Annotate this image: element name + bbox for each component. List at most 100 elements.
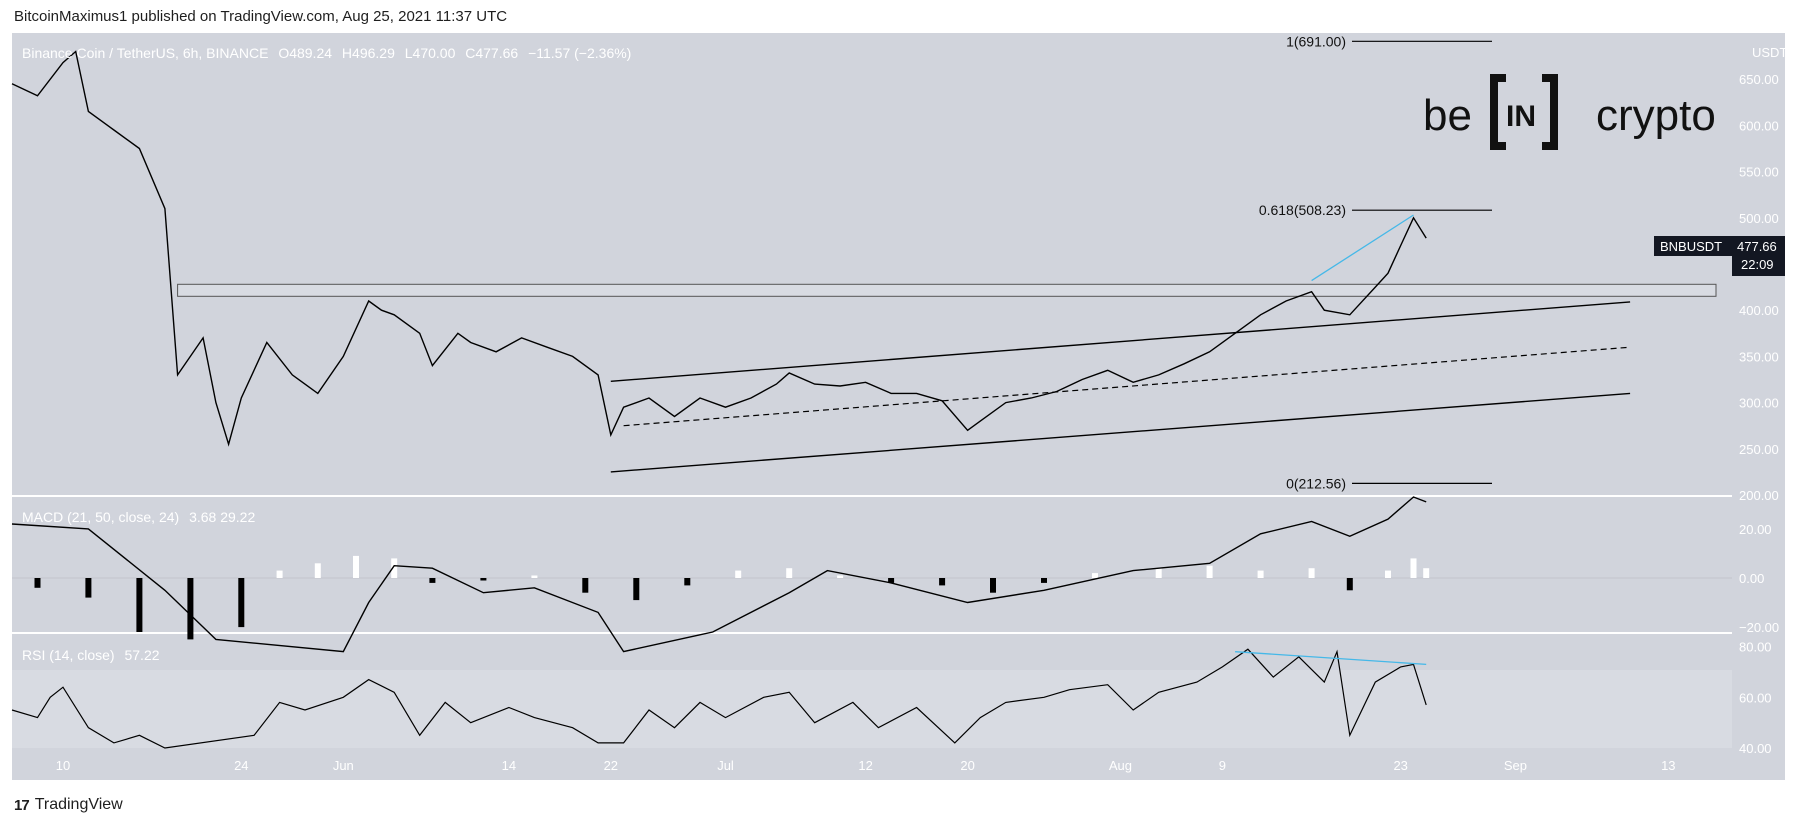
macd-histogram-bar	[939, 578, 946, 586]
fib-level-label: 0(212.56)	[1286, 475, 1346, 491]
macd-histogram-bar	[353, 555, 359, 578]
macd-histogram-bar	[837, 575, 844, 578]
price-tick-label: 650.00	[1739, 72, 1779, 87]
time-tick-label: Aug	[1109, 758, 1132, 773]
macd-histogram-bar	[34, 578, 41, 588]
macd-histogram-bar	[1346, 578, 1353, 591]
price-tick-label: 300.00	[1739, 396, 1779, 411]
macd-histogram-bar	[187, 578, 194, 640]
high-value: H496.29	[342, 45, 395, 61]
rsi-value: 57.22	[124, 647, 159, 663]
tradingview-footer: 17 TradingView	[14, 796, 123, 814]
macd-histogram-bar	[786, 568, 793, 578]
change-value: −11.57 (−2.36%)	[528, 45, 631, 61]
resistance-zone	[177, 283, 1717, 297]
macd-pane[interactable]	[12, 497, 1732, 632]
macd-histogram-bar	[1423, 568, 1430, 578]
macd-histogram-bar	[85, 578, 92, 598]
tradingview-brand: TradingView	[34, 796, 123, 813]
time-tick-label: Sep	[1504, 758, 1527, 773]
time-tick-label: 14	[502, 758, 516, 773]
rsi-band	[12, 670, 1732, 750]
price-pane[interactable]	[12, 33, 1732, 495]
price-tick-label: 550.00	[1739, 165, 1779, 180]
macd-histogram-bar	[990, 578, 996, 593]
macd-histogram-bar	[1257, 570, 1264, 578]
price-tick-label: 200.00	[1739, 488, 1779, 503]
time-tick-label: Jun	[333, 758, 354, 773]
price-tick-label: 500.00	[1739, 211, 1779, 226]
rsi-divergence-line	[1235, 651, 1427, 666]
close-value: C477.66	[465, 45, 518, 61]
time-tick-label: 20	[960, 758, 974, 773]
fib-level-label: 1(691.00)	[1286, 33, 1346, 49]
symbol-title: Binance Coin / TetherUS, 6h, BINANCE	[22, 45, 268, 61]
becrypto-logo: be IN crypto	[1423, 74, 1716, 150]
tradingview-logo-icon: 17	[14, 796, 30, 814]
rsi-legend: RSI (14, close) 57.22	[22, 647, 160, 663]
macd-histogram-bar	[531, 575, 538, 578]
price-divergence-line	[1311, 214, 1414, 282]
macd-tick-label: 20.00	[1739, 522, 1772, 537]
price-tag-countdown: 22:09	[1741, 257, 1774, 272]
time-tick-label: 12	[858, 758, 872, 773]
channel-upper-line	[610, 301, 1631, 382]
macd-histogram-bar	[1155, 568, 1162, 578]
rsi-label: RSI (14, close)	[22, 647, 115, 663]
price-series-line	[11, 50, 1427, 447]
macd-histogram-bar	[429, 578, 436, 583]
macd-histogram-bar	[633, 578, 640, 601]
price-tag-price: 477.66	[1737, 239, 1777, 254]
time-tick-label: 23	[1393, 758, 1407, 773]
macd-histogram-bar	[1206, 565, 1213, 578]
time-tick-label: 22	[604, 758, 618, 773]
macd-histogram-bar	[888, 578, 895, 583]
macd-histogram-bar	[684, 578, 691, 586]
time-tick-label: 13	[1661, 758, 1675, 773]
macd-histogram-bar	[1385, 570, 1391, 578]
low-value: L470.00	[405, 45, 456, 61]
macd-histogram-bar	[238, 578, 245, 628]
price-tag-symbol: BNBUSDT	[1660, 239, 1722, 254]
macd-line	[11, 496, 1427, 653]
macd-histogram-bar	[136, 578, 143, 632]
channel-middle-line	[623, 346, 1631, 427]
macd-histogram-bar	[480, 578, 487, 581]
time-scale[interactable]	[12, 748, 1785, 780]
price-tick-label: 600.00	[1739, 118, 1779, 133]
macd-histogram-bar	[735, 570, 742, 578]
price-scale[interactable]	[1732, 33, 1785, 748]
macd-histogram-bar	[1092, 573, 1098, 578]
macd-legend: MACD (21, 50, close, 24) 3.68 29.22	[22, 509, 255, 525]
macd-histogram-bar	[582, 578, 589, 593]
macd-histogram-bar	[314, 563, 321, 578]
time-tick-label: 24	[234, 758, 248, 773]
macd-histogram-bar	[1041, 578, 1047, 583]
macd-histogram-bar	[1308, 568, 1315, 578]
publisher-header: BitcoinMaximus1 published on TradingView…	[14, 8, 508, 25]
open-value: O489.24	[278, 45, 332, 61]
fib-level-label: 0.618(508.23)	[1259, 202, 1346, 218]
logo-in: IN	[1506, 100, 1536, 133]
macd-histogram-bar	[391, 558, 398, 578]
rsi-tick-label: 40.00	[1739, 741, 1772, 756]
macd-values: 3.68 29.22	[189, 509, 255, 525]
price-tick-label: 350.00	[1739, 349, 1779, 364]
price-scale-unit: USDT	[1752, 45, 1787, 60]
symbol-legend: Binance Coin / TetherUS, 6h, BINANCE O48…	[22, 45, 631, 61]
time-tick-label: 9	[1219, 758, 1226, 773]
rsi-line	[11, 648, 1427, 749]
chart-canvas[interactable]: 650.00600.00550.00500.00450.00400.00350.…	[0, 0, 1813, 790]
macd-tick-label: −20.00	[1739, 620, 1779, 635]
logo-crypto: crypto	[1596, 91, 1716, 140]
channel-lower-line	[610, 392, 1631, 473]
price-tick-label: 250.00	[1739, 442, 1779, 457]
macd-histogram-bar	[276, 570, 283, 578]
rsi-tick-label: 80.00	[1739, 640, 1772, 655]
macd-label: MACD (21, 50, close, 24)	[22, 509, 179, 525]
rsi-tick-label: 60.00	[1739, 690, 1772, 705]
last-price-tag: BNBUSDT 477.66 22:09	[1654, 236, 1785, 276]
logo-be: be	[1423, 91, 1472, 140]
price-tick-label: 400.00	[1739, 303, 1779, 318]
time-tick-label: Jul	[717, 758, 734, 773]
